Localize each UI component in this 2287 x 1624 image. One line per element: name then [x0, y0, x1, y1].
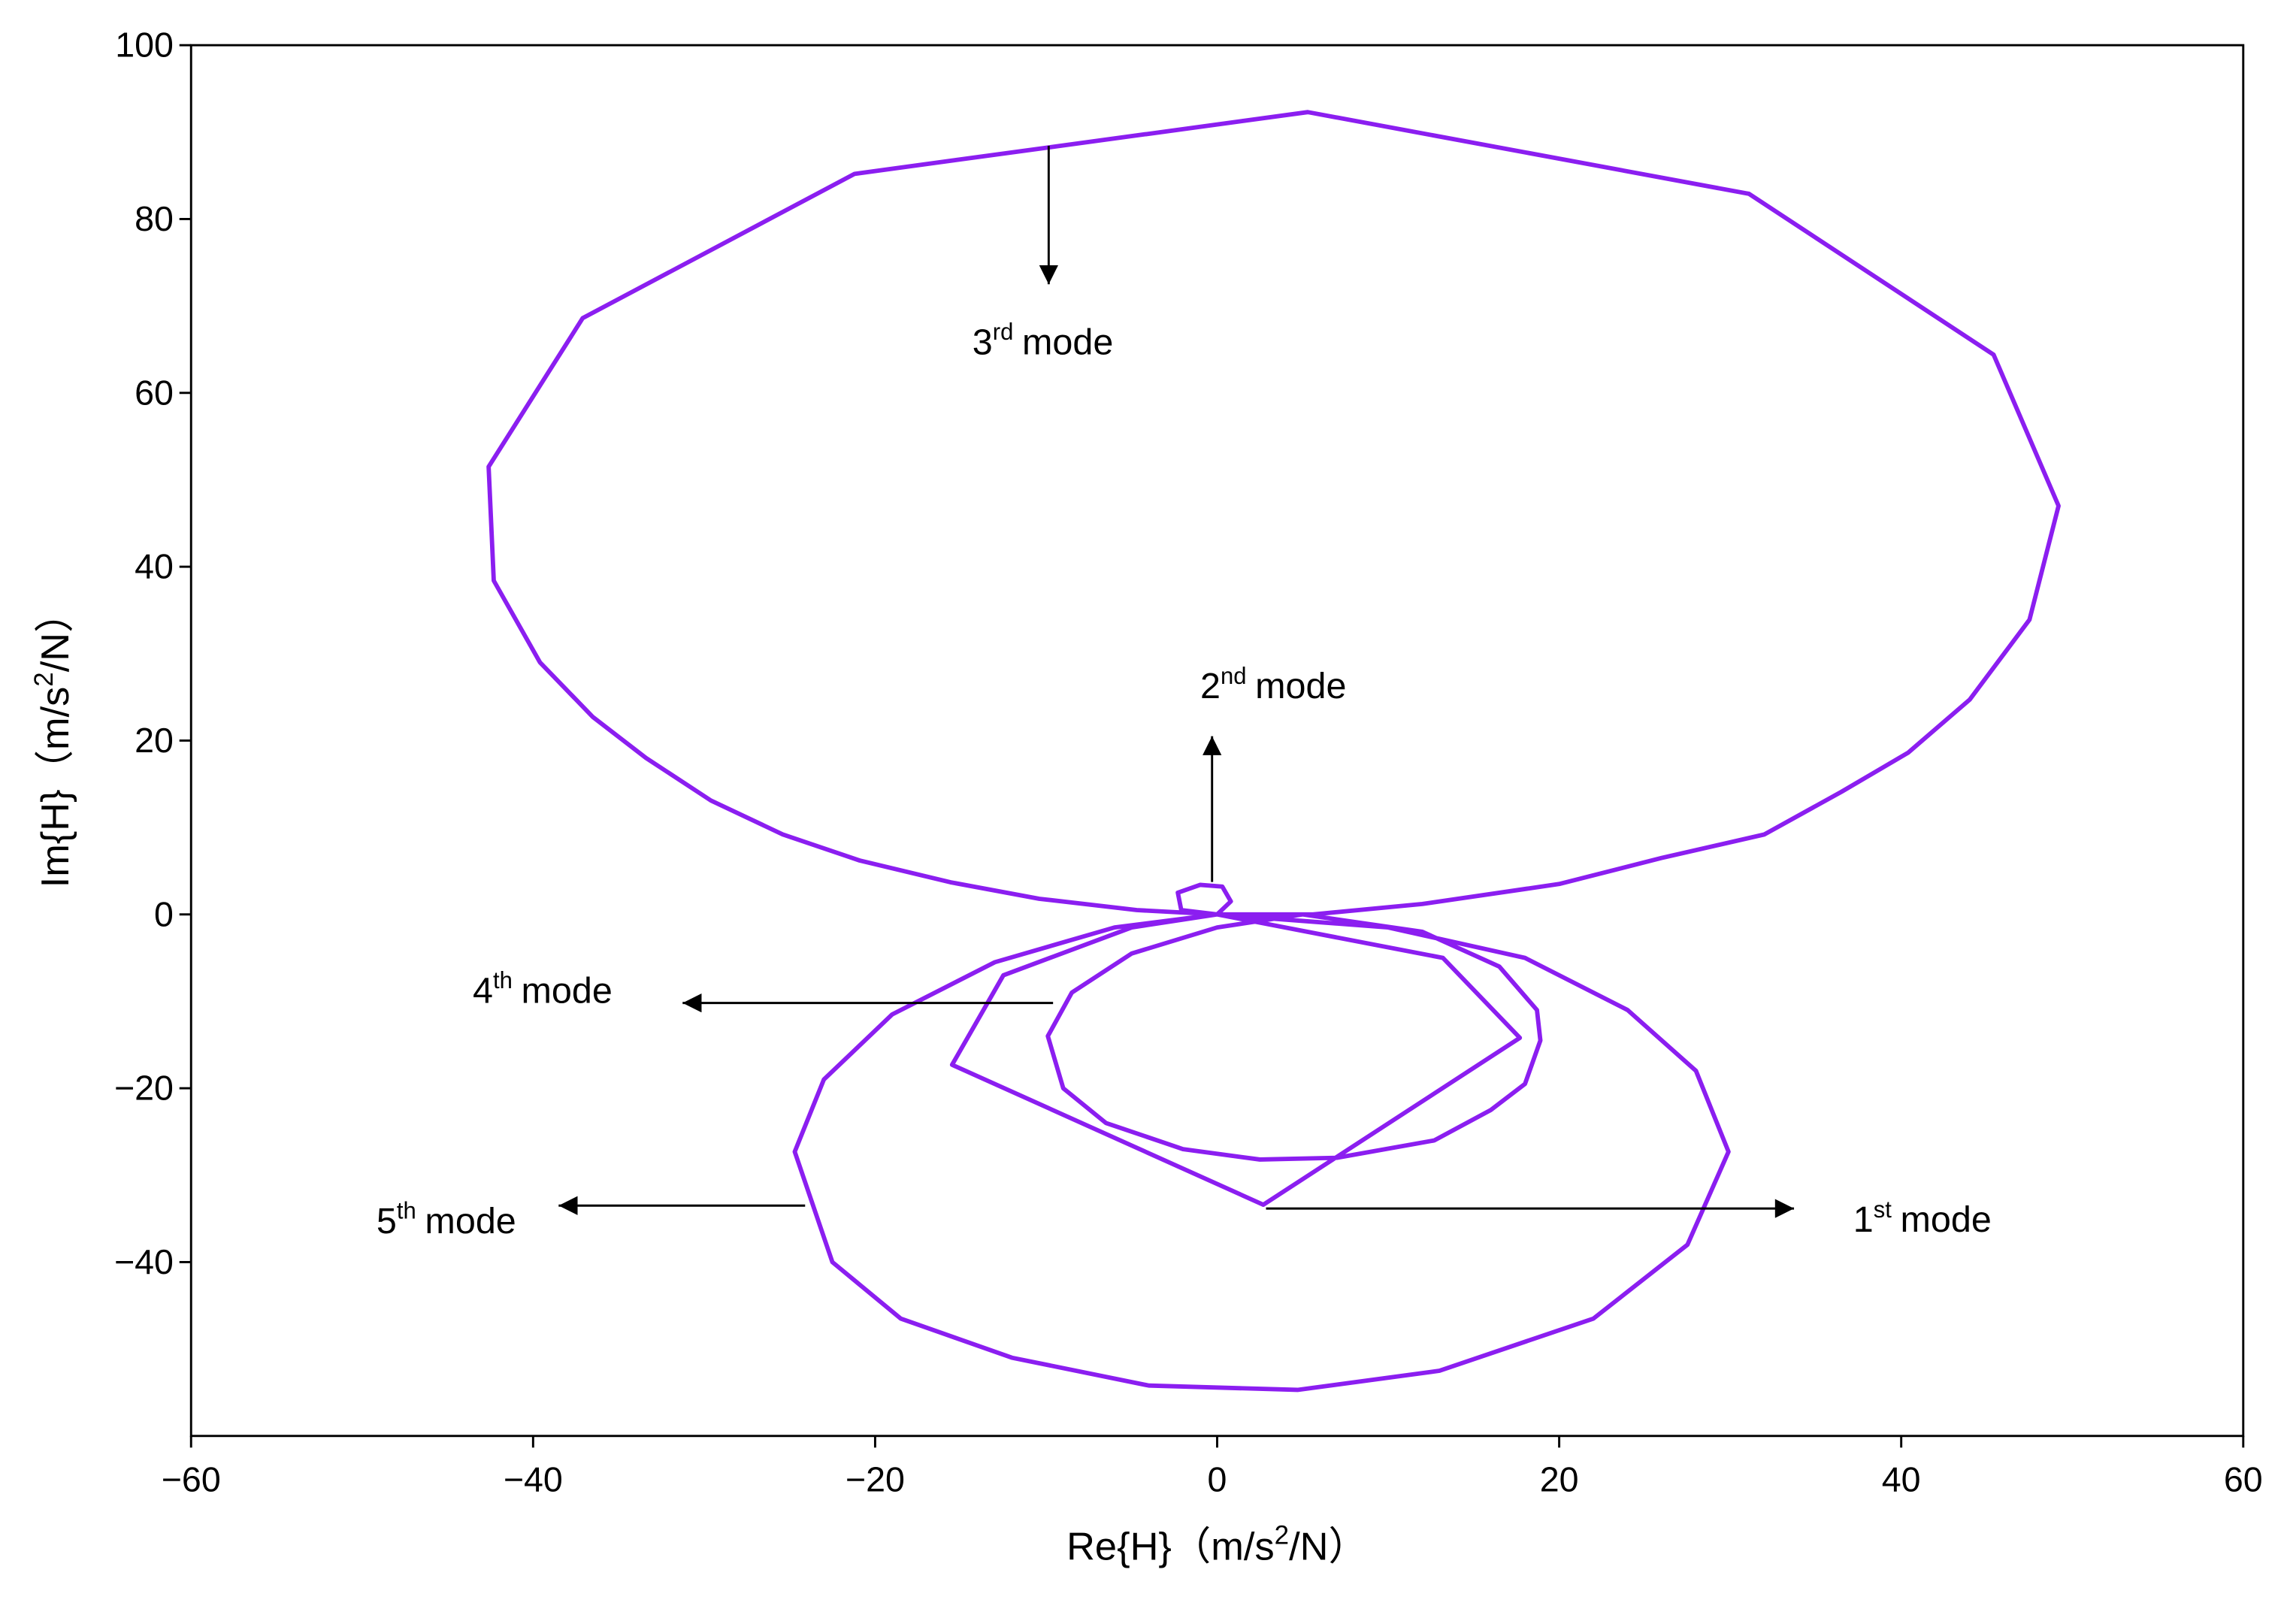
annotation: 2nd mode [1200, 663, 1347, 706]
x-axis-title: Re{H}（m/s2/N） [1066, 1520, 1368, 1568]
x-tick-label: 20 [1540, 1459, 1579, 1498]
annotation-number: 1 [1853, 1199, 1874, 1240]
annotation: 4th mode [473, 967, 613, 1011]
annotation: 5th mode [377, 1198, 516, 1241]
x-tick-label: 40 [1882, 1459, 1921, 1498]
x-axis-title-text: Re{H}（m/s [1066, 1526, 1275, 1569]
annotation-number: 2 [1200, 666, 1221, 706]
annotation-number: 3 [973, 322, 993, 362]
annotation-sup: rd [993, 319, 1014, 345]
x-axis-title-text: /N） [1289, 1526, 1368, 1569]
x-tick-label: 0 [1208, 1459, 1227, 1498]
x-tick-label: 60 [2224, 1459, 2263, 1498]
annotation: 1st mode [1853, 1196, 1992, 1240]
y-tick-label: 60 [135, 373, 174, 412]
y-axis-title-text: Im{H}（m/s [34, 687, 77, 888]
annotation-sup: st [1874, 1196, 1892, 1223]
y-tick-label: 40 [135, 547, 174, 586]
annotation-sup: th [397, 1198, 416, 1224]
x-tick-label: −40 [504, 1459, 563, 1498]
y-tick-label: −20 [114, 1069, 174, 1108]
annotation-sup: nd [1221, 663, 1247, 689]
annotation-text: mode [1022, 322, 1113, 362]
y-tick-label: 80 [135, 199, 174, 238]
y-axis-title-sup: 2 [29, 672, 59, 686]
annotation-text: mode [1255, 666, 1346, 706]
x-tick-label: −60 [162, 1459, 221, 1498]
annotation-sup: th [493, 967, 513, 993]
annotation-number: 5 [377, 1201, 397, 1241]
annotation-text: mode [1901, 1199, 1992, 1240]
annotation-text: mode [522, 971, 613, 1012]
annotation: 3rd mode [973, 319, 1114, 362]
y-tick-label: −40 [114, 1242, 174, 1281]
nyquist-curve [486, 110, 2061, 1393]
y-tick-label: 20 [135, 721, 174, 760]
y-tick-label: 0 [154, 894, 174, 933]
annotation-text: mode [425, 1201, 516, 1241]
y-tick-label: 100 [115, 26, 174, 65]
x-axis-title-sup: 2 [1275, 1520, 1289, 1550]
y-axis-title-text: /N） [34, 594, 77, 673]
annotation-number: 4 [473, 971, 493, 1012]
y-axis-title: Im{H}（m/s2/N） [29, 594, 77, 888]
x-tick-label: −20 [846, 1459, 905, 1498]
